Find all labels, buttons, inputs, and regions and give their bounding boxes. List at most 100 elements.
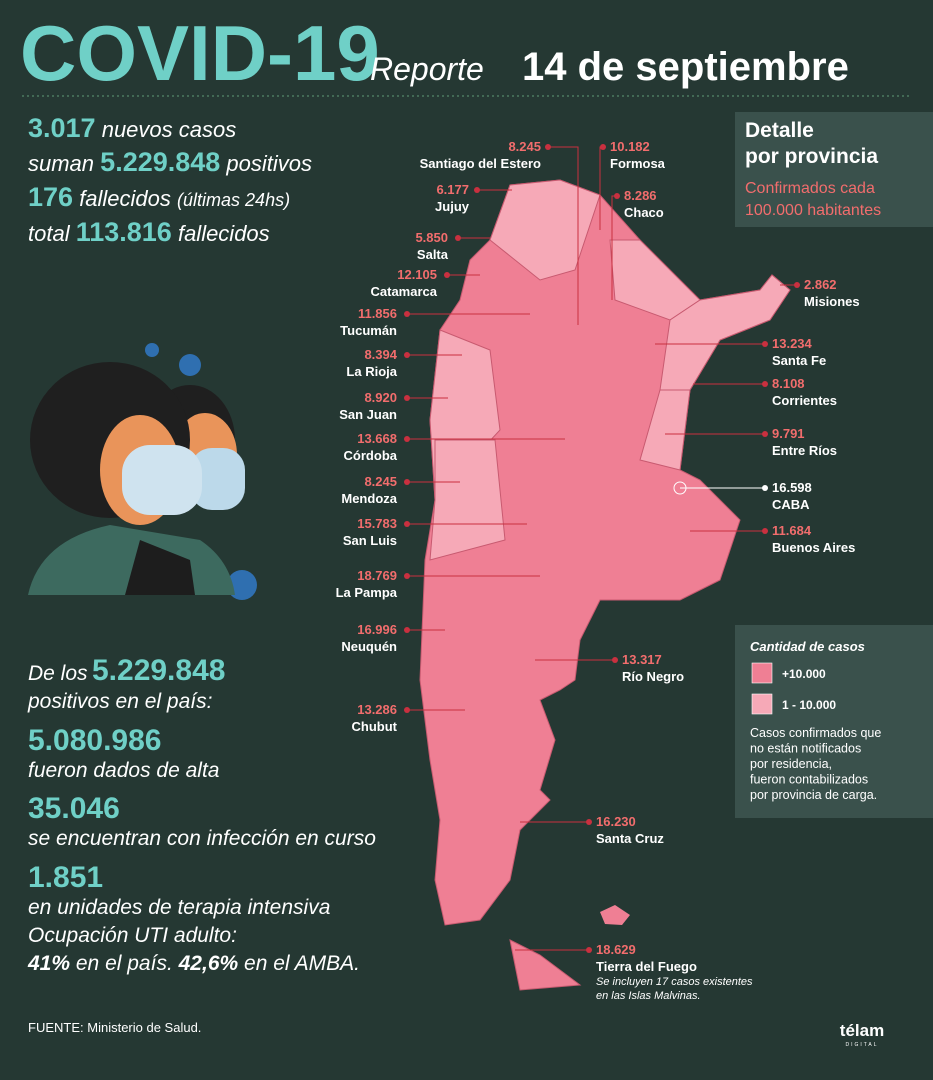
stat-number: 5.080.986: [28, 724, 161, 757]
province-name: Río Negro: [622, 669, 684, 684]
text: fallecidos: [79, 186, 171, 211]
leader-dot: [612, 657, 618, 663]
key-note: Casos confirmados que no están notificado…: [750, 726, 881, 802]
stats: De los 5.229.848 positivos en el país: 5…: [27, 654, 376, 975]
province-value: 9.791: [772, 426, 805, 441]
leader-dot: [404, 479, 410, 485]
province-value: 18.629: [596, 942, 636, 957]
province-value: 13.234: [772, 336, 813, 351]
brand: télam: [840, 1021, 884, 1040]
leader-dot: [404, 436, 410, 442]
map: [419, 179, 791, 991]
province-value: 15.783: [357, 516, 397, 531]
province-value: 16.230: [596, 814, 636, 829]
province-value: 5.850: [415, 230, 448, 245]
map-shape: [600, 905, 630, 925]
region: [659, 274, 791, 391]
detail-subtitle: 100.000 habitantes: [745, 202, 881, 219]
leader-dot: [404, 573, 410, 579]
province-value: 16.996: [357, 622, 397, 637]
number: 3.017: [28, 113, 96, 143]
note-line: no están notificados: [750, 742, 861, 756]
leader-dot: [444, 272, 450, 278]
region: [639, 389, 691, 471]
province-value: 8.286: [624, 188, 657, 203]
detail-box: [735, 112, 933, 227]
leader-dot: [762, 431, 768, 437]
leader-dot: [474, 187, 480, 193]
key-swatch: [751, 693, 773, 715]
source: FUENTE: Ministerio de Salud.: [28, 1020, 201, 1035]
province-name: San Juan: [339, 407, 397, 422]
leader-dot: [762, 485, 768, 491]
province-name: Chubut: [352, 719, 398, 734]
stat-text: se encuentran con infección en curso: [28, 827, 376, 850]
leader-dot: [586, 819, 592, 825]
province-value: 13.286: [357, 702, 397, 717]
leader-dot: [545, 144, 551, 150]
province-name: Formosa: [610, 156, 666, 171]
leader-dot: [794, 282, 800, 288]
key-items: +10.000 1 - 10.000: [751, 662, 836, 715]
province-value: 11.684: [772, 523, 812, 538]
key-title: Cantidad de casos: [750, 639, 865, 654]
leader-dot: [404, 627, 410, 633]
illustration: [28, 343, 257, 600]
province-value: 6.177: [436, 182, 469, 197]
province-name: Catamarca: [371, 284, 438, 299]
province-value: 18.769: [357, 568, 397, 583]
summary-line: total 113.816 fallecidos: [28, 217, 270, 247]
leader-dot: [404, 521, 410, 527]
text: en el AMBA.: [244, 952, 360, 975]
text: positivos: [225, 151, 312, 176]
report-label: Reporte: [370, 51, 484, 87]
province-value: 8.245: [508, 139, 541, 154]
province-value: 16.598: [772, 480, 812, 495]
province-name: Chaco: [624, 205, 664, 220]
leader-dot: [404, 311, 410, 317]
summary-line: 176 fallecidos (últimas 24hs): [28, 182, 290, 212]
province-value: 8.394: [364, 347, 397, 362]
leader-dot: [404, 395, 410, 401]
number: 42,6%: [178, 952, 239, 975]
note-line: fueron contabilizados: [750, 773, 868, 787]
note-line: Casos confirmados que: [750, 726, 881, 740]
text: nuevos casos: [102, 117, 237, 142]
leader-dot: [404, 352, 410, 358]
note-line: por provincia de carga.: [750, 788, 877, 802]
province-name: Mendoza: [341, 491, 397, 506]
summary: 3.017 nuevos casos suman 5.229.848 posit…: [28, 113, 312, 247]
text: en el país.: [76, 952, 173, 975]
region: [609, 239, 701, 321]
province-name: Neuquén: [341, 639, 397, 654]
province-name: Buenos Aires: [772, 540, 855, 555]
date: 14 de septiembre: [522, 45, 849, 89]
stat-text: fueron dados de alta: [28, 759, 219, 782]
leader-line: [548, 146, 579, 325]
province-name: Corrientes: [772, 393, 837, 408]
stat-text: positivos en el país:: [27, 690, 212, 713]
province-name: Tucumán: [340, 323, 397, 338]
key-label: +10.000: [782, 667, 826, 681]
leader-dot: [762, 341, 768, 347]
province-value: 8.108: [772, 376, 805, 391]
province-name: La Rioja: [346, 364, 397, 379]
province-name: La Pampa: [336, 585, 398, 600]
key-swatch: [751, 662, 773, 684]
leader-dot: [586, 947, 592, 953]
text: suman: [28, 151, 94, 176]
detail-title: Detalle: [745, 119, 814, 142]
leader-dot: [600, 144, 606, 150]
province-value: 13.668: [357, 431, 397, 446]
text: total: [28, 221, 71, 246]
detail-title: por provincia: [745, 145, 878, 168]
text: De los: [28, 662, 88, 685]
summary-line: suman 5.229.848 positivos: [28, 147, 312, 177]
stat-line: 41% en el país. 42,6% en el AMBA.: [27, 952, 360, 975]
province-name: Santiago del Estero: [420, 156, 541, 171]
province-name: Jujuy: [435, 199, 470, 214]
province-name: San Luis: [343, 533, 397, 548]
province-value: 8.245: [364, 474, 397, 489]
province-name: Santa Fe: [772, 353, 826, 368]
